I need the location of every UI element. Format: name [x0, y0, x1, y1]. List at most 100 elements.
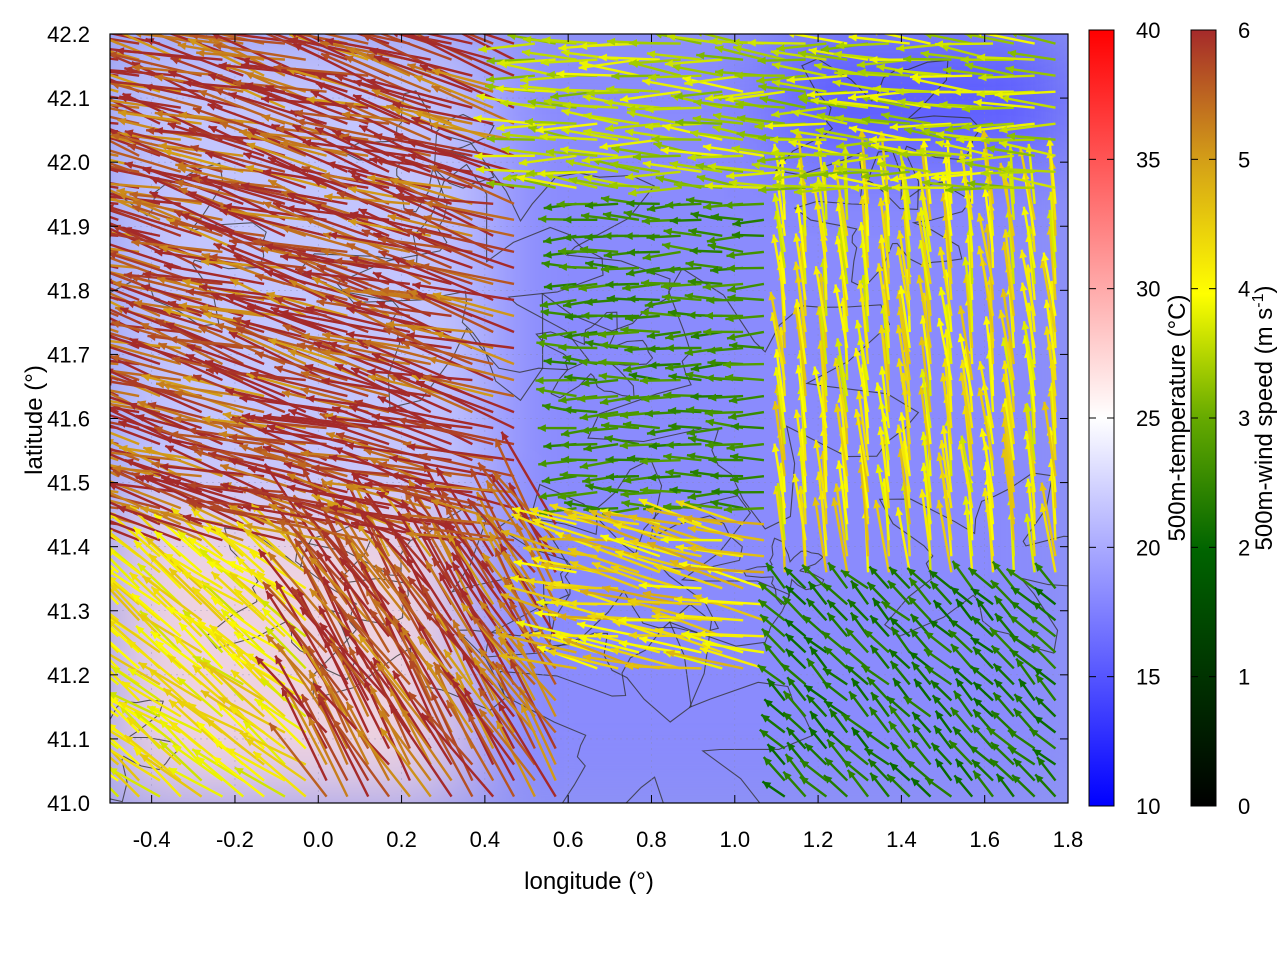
wind-arrow: [411, 374, 494, 398]
wind-arrow-head: [588, 509, 598, 518]
wind-arrow-head: [37, 247, 46, 254]
wind-arrow-head: [642, 160, 652, 169]
wind-arrow-head: [262, 582, 272, 591]
colorbar-tick-label: 40: [1136, 18, 1160, 43]
wind-arrow-head: [338, 275, 348, 284]
wind-arrow-head: [822, 681, 832, 690]
wind-arrow-head: [265, 627, 275, 636]
wind-arrow-head: [585, 483, 595, 491]
wind-arrow-head: [264, 463, 273, 473]
wind-arrow-head: [208, 73, 218, 81]
wind-arrow-head: [751, 161, 761, 170]
wind-arrow: [110, 195, 181, 206]
wind-arrow-head: [28, 280, 37, 287]
wind-arrow-head: [619, 441, 628, 450]
wind-arrow-head: [628, 39, 637, 47]
wind-arrow-head: [301, 694, 310, 704]
wind-arrow-head: [500, 529, 510, 538]
wind-arrow-head: [175, 161, 184, 170]
wind-arrow-head: [393, 530, 402, 540]
wind-arrow-head: [177, 530, 187, 540]
wind-arrow-head: [378, 250, 388, 258]
wind-arrow: [495, 87, 556, 93]
wind-arrow-head: [550, 92, 559, 101]
wind-arrow: [477, 687, 536, 766]
wind-arrow-head: [622, 394, 631, 403]
wind-arrow-head: [563, 638, 573, 646]
wind-arrow-head: [904, 127, 913, 135]
x-tick-label: 0.4: [470, 827, 501, 852]
wind-arrow: [149, 630, 203, 670]
wind-arrow: [347, 219, 431, 238]
wind-arrow-head: [605, 280, 614, 289]
wind-arrow-head: [236, 327, 246, 335]
wind-arrow-head: [645, 506, 655, 515]
wind-arrow-head: [118, 192, 128, 201]
wind-arrow: [964, 63, 1015, 77]
wind-arrow-head: [961, 122, 970, 131]
wind-arrow-head: [405, 259, 415, 267]
wind-arrow-head: [271, 124, 281, 132]
wind-arrow-head: [585, 260, 594, 268]
wind-arrow: [499, 61, 556, 77]
wind-arrow: [1001, 167, 1056, 173]
wind-arrow-head: [286, 484, 296, 493]
wind-arrow: [137, 661, 203, 702]
wind-arrow: [1049, 191, 1057, 252]
wind-arrow: [638, 584, 702, 590]
wind-arrow: [159, 718, 203, 766]
wind-arrow-head: [411, 652, 419, 662]
wind-arrow: [977, 245, 995, 317]
wind-arrow-head: [622, 476, 632, 484]
wind-arrow-head: [432, 292, 442, 300]
wind-arrow-head: [706, 296, 715, 305]
wind-arrow-head: [561, 49, 570, 57]
wind-arrow-head: [1043, 299, 1052, 309]
wind-arrow-head: [328, 341, 338, 350]
wind-arrow: [131, 240, 223, 254]
wind-arrow-head: [339, 557, 349, 567]
wind-arrow: [323, 639, 370, 734]
wind-arrow: [675, 614, 744, 622]
wind-arrow-head: [639, 635, 648, 644]
wind-arrow-head: [234, 631, 244, 640]
wind-arrow-head: [324, 479, 333, 488]
wind-arrow-head: [625, 172, 634, 181]
wind-arrow-head: [731, 231, 741, 240]
wind-arrow-head: [230, 415, 239, 424]
wind-arrow: [413, 372, 515, 414]
wind-arrow: [128, 379, 223, 414]
wind-arrow-head: [172, 745, 182, 754]
wind-arrow: [964, 274, 974, 349]
wind-arrow-head: [889, 617, 899, 626]
wind-arrow-head: [735, 100, 744, 109]
wind-arrow-head: [1029, 615, 1038, 624]
wind-arrow-head: [262, 445, 272, 453]
wind-arrow-head: [498, 637, 508, 646]
wind-arrow-head: [241, 412, 251, 421]
wind-arrow-head: [177, 677, 187, 686]
wind-arrow: [110, 511, 182, 542]
wind-arrow-head: [543, 203, 553, 212]
wind-arrow: [226, 327, 307, 366]
wind-arrow: [602, 511, 681, 526]
wind-arrow-head: [511, 513, 521, 521]
wind-arrow-head: [667, 34, 676, 41]
wind-arrow: [966, 234, 974, 301]
wind-arrow: [1045, 326, 1057, 397]
wind-arrow-head: [606, 37, 616, 46]
wind-arrow-head: [812, 366, 820, 376]
wind-arrow-head: [580, 588, 589, 597]
colorbar-tick-label: 4: [1238, 277, 1250, 302]
wind-arrow: [334, 74, 432, 109]
wind-arrow-head: [169, 568, 178, 577]
wind-arrow-head: [915, 123, 924, 131]
wind-arrow-head: [147, 333, 156, 341]
x-tick-label: -0.4: [133, 827, 171, 852]
wind-arrow-head: [498, 702, 506, 712]
wind-arrow-head: [90, 264, 99, 271]
wind-arrow-head: [300, 387, 310, 395]
wind-arrow: [915, 122, 973, 129]
wind-arrow-head: [829, 708, 838, 718]
